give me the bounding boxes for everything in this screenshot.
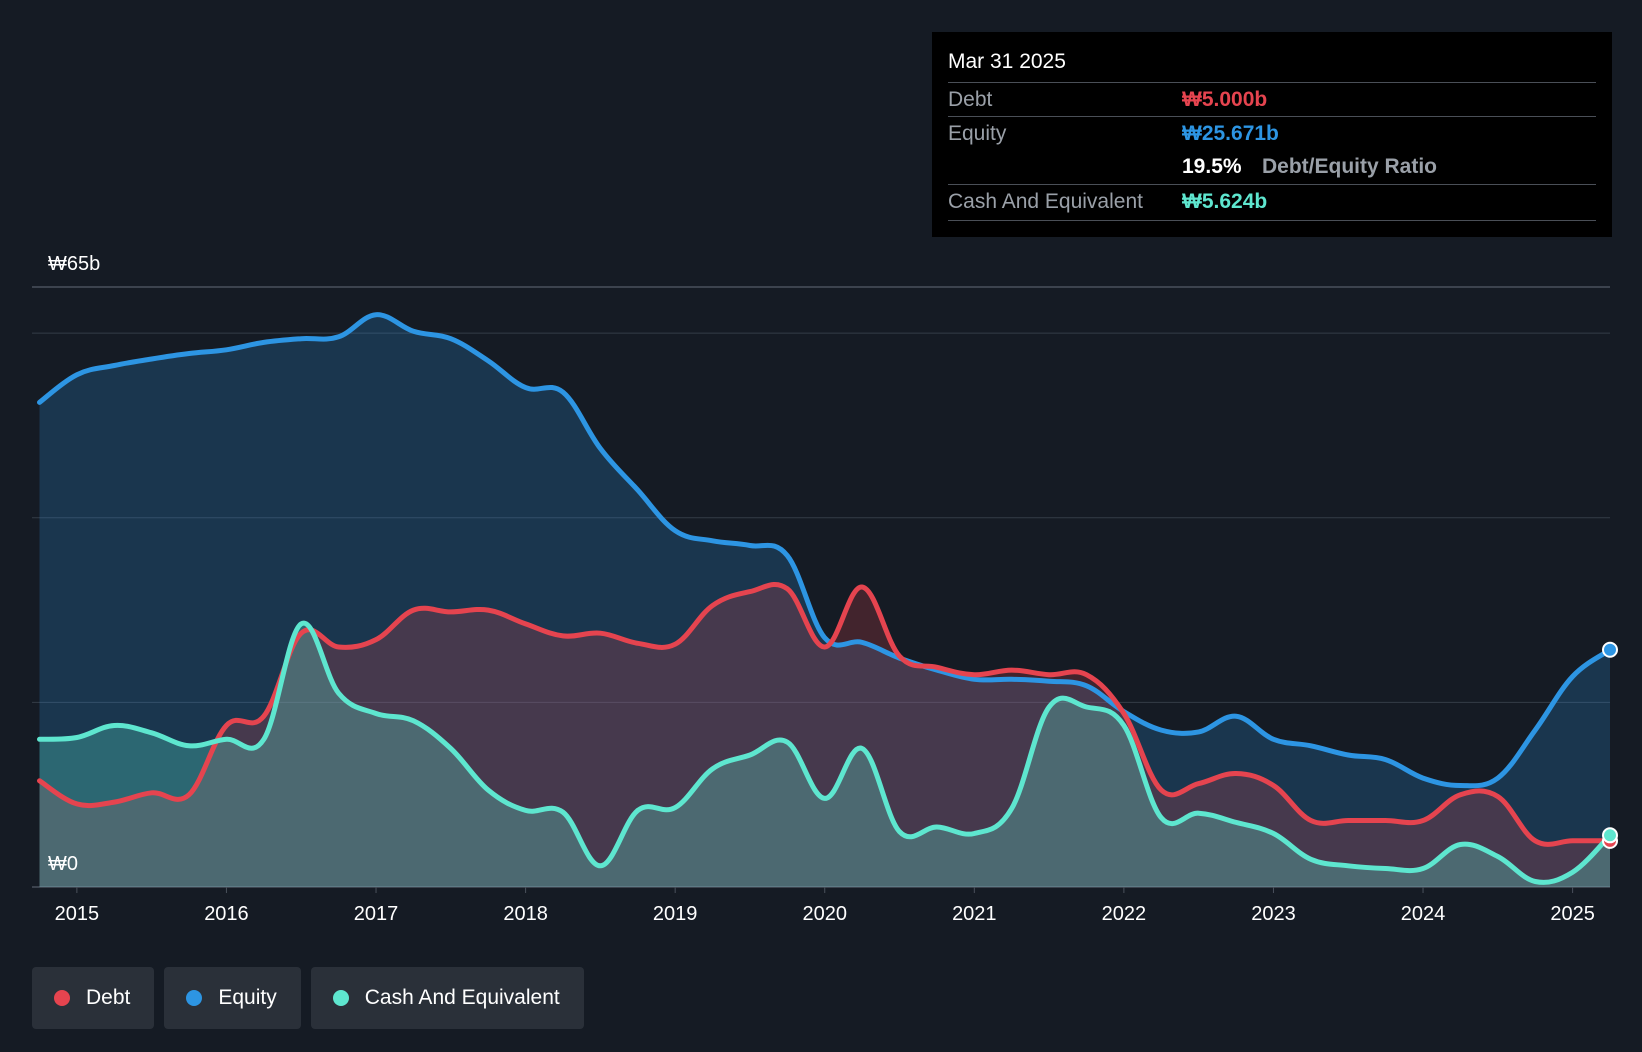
chart-legend: Debt Equity Cash And Equivalent (32, 967, 584, 1029)
x-tick-label: 2024 (1401, 903, 1446, 925)
legend-label-equity: Equity (218, 986, 277, 1009)
tooltip-cash-label: Cash And Equivalent (948, 190, 1143, 213)
gridlines (32, 286, 1610, 888)
cash-circle-icon (332, 990, 349, 1006)
tooltip-row-cash: Cash And Equivalent ₩5.624b (948, 184, 1596, 219)
y-axis-max-label: ₩65b (48, 253, 100, 275)
x-tick-label: 2022 (1102, 903, 1147, 925)
tooltip-date: Mar 31 2025 (948, 50, 1066, 73)
tooltip-row-debt: Debt ₩5.000b (948, 82, 1596, 117)
tooltip-cash-value: ₩5.624b (1182, 190, 1268, 213)
cash-area (39, 623, 1610, 887)
equity-end-point[interactable] (1602, 641, 1618, 658)
tooltip-debt-label: Debt (948, 88, 993, 111)
x-tick-label: 2018 (503, 903, 548, 925)
tooltip-equity-label: Equity (948, 122, 1007, 145)
equity-area (39, 314, 1610, 888)
tooltip-row-ratio: 19.5% Debt/Equity Ratio (948, 150, 1596, 184)
x-tick-label: 2021 (952, 903, 997, 925)
tooltip-debt-value: ₩5.000b (1182, 88, 1268, 111)
equity-line (37, 312, 1613, 789)
y-axis-min-label: ₩0 (48, 853, 78, 875)
cash-end-point[interactable] (1602, 827, 1618, 844)
equity-circle-icon (186, 990, 203, 1006)
cash-line (37, 620, 1613, 885)
data-tooltip: Mar 31 2025 Debt ₩5.000b Equity ₩25.671b… (932, 32, 1612, 237)
x-axis-ticks: 2015 2016 2017 2018 2019 2020 2021 2022 2023 2024… (55, 887, 1595, 925)
legend-item-debt[interactable]: Debt (32, 967, 155, 1029)
end-markers (1602, 641, 1618, 849)
tooltip-ratio-value: 19.5% (1182, 155, 1242, 178)
tooltip-equity-value: ₩25.671b (1182, 122, 1279, 145)
debt-circle-icon (54, 990, 70, 1006)
series-areas (39, 314, 1610, 888)
legend-item-equity[interactable]: Equity (164, 967, 301, 1029)
x-tick-label: 2016 (204, 903, 249, 925)
legend-label-cash: Cash And Equivalent (364, 986, 560, 1009)
tooltip-divider (948, 220, 1596, 221)
x-tick-label: 2025 (1550, 903, 1595, 925)
x-tick-label: 2015 (55, 903, 100, 925)
debt-line (37, 582, 1613, 847)
legend-label-debt: Debt (86, 986, 131, 1009)
x-tick-label: 2017 (354, 903, 399, 925)
legend-item-cash[interactable]: Cash And Equivalent (310, 967, 584, 1029)
series-lines (37, 312, 1613, 885)
x-tick-label: 2023 (1251, 903, 1296, 925)
debt-area (39, 584, 1610, 887)
tooltip-row-equity: Equity ₩25.671b (948, 116, 1596, 151)
x-tick-label: 2019 (653, 903, 698, 925)
tooltip-ratio-label: Debt/Equity Ratio (1262, 155, 1438, 178)
x-tick-label: 2020 (802, 903, 847, 925)
